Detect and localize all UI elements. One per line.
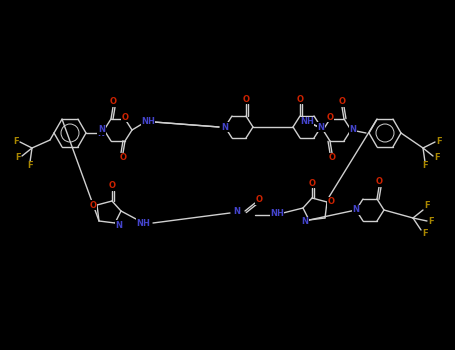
Text: N: N	[97, 128, 105, 138]
Text: O: O	[375, 177, 383, 187]
Text: NH: NH	[300, 118, 314, 126]
Text: NH: NH	[136, 218, 150, 228]
Text: N: N	[233, 206, 241, 216]
Text: N: N	[116, 220, 122, 230]
Text: N: N	[222, 122, 228, 132]
Text: N: N	[318, 122, 324, 132]
Text: O: O	[327, 112, 334, 121]
Text: F: F	[422, 161, 428, 170]
Text: N: N	[302, 217, 308, 226]
Text: F: F	[422, 230, 428, 238]
Text: O: O	[90, 201, 96, 210]
Text: O: O	[308, 178, 315, 188]
Text: N: N	[353, 205, 359, 215]
Text: O: O	[256, 196, 263, 204]
Text: O: O	[297, 94, 303, 104]
Text: O: O	[339, 98, 345, 106]
Text: F: F	[27, 161, 33, 170]
Text: NH: NH	[270, 209, 284, 217]
Text: F: F	[13, 136, 19, 146]
Text: O: O	[243, 94, 249, 104]
Text: F: F	[434, 154, 440, 162]
Text: F: F	[436, 136, 442, 146]
Text: O: O	[120, 154, 126, 162]
Text: F: F	[15, 154, 21, 162]
Text: F: F	[428, 217, 434, 225]
Text: N: N	[98, 126, 106, 134]
Text: N: N	[349, 126, 357, 134]
Text: O: O	[121, 112, 128, 121]
Text: F: F	[424, 202, 430, 210]
Text: NH: NH	[141, 118, 155, 126]
Text: O: O	[328, 197, 334, 206]
Text: O: O	[110, 98, 116, 106]
Text: O: O	[108, 182, 116, 190]
Text: O: O	[329, 154, 335, 162]
